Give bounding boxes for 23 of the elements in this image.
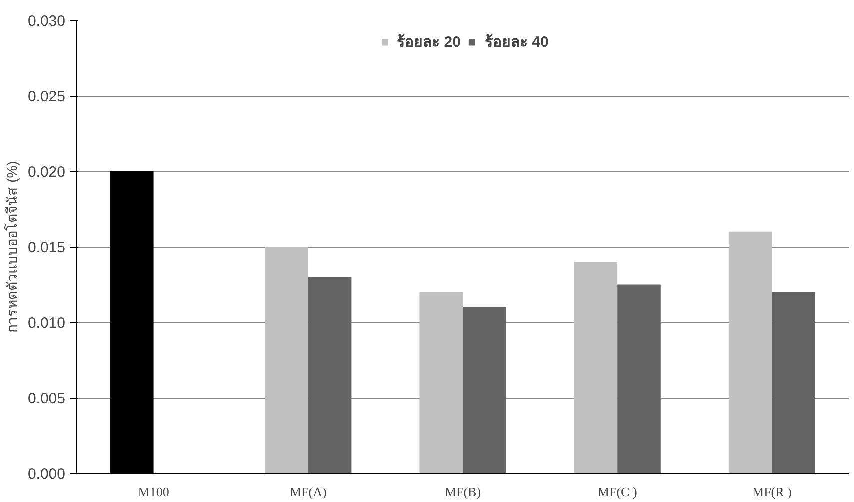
x-tick-label: MF(A)	[290, 484, 327, 500]
bar	[574, 262, 618, 474]
bar	[420, 292, 463, 474]
bar	[463, 307, 506, 474]
y-tick-label: 0.020	[28, 164, 66, 181]
y-tick-label: 0.010	[28, 315, 66, 332]
y-axis-title: การหดตัวแบบออโตจีนัส (%)	[4, 161, 20, 333]
x-tick-label: M100	[138, 484, 170, 500]
y-tick-label: 0.000	[28, 466, 66, 483]
legend-label: ร้อยละ 20	[397, 33, 461, 53]
y-tick-label: 0.030	[28, 13, 66, 30]
x-tick-label: MF(C )	[598, 484, 638, 500]
y-tick-label: 0.005	[28, 390, 66, 408]
y-tick-label: 0.025	[28, 88, 66, 106]
x-tick-label: MF(B)	[444, 484, 482, 500]
x-tick-label: MF(R )	[752, 484, 792, 500]
y-tick-label: 0.015	[28, 240, 66, 256]
legend-label: ร้อยละ 40	[485, 33, 549, 53]
bar	[308, 277, 352, 474]
bar	[772, 292, 816, 474]
bar	[618, 284, 661, 474]
bar	[728, 232, 772, 474]
bar	[265, 247, 308, 474]
